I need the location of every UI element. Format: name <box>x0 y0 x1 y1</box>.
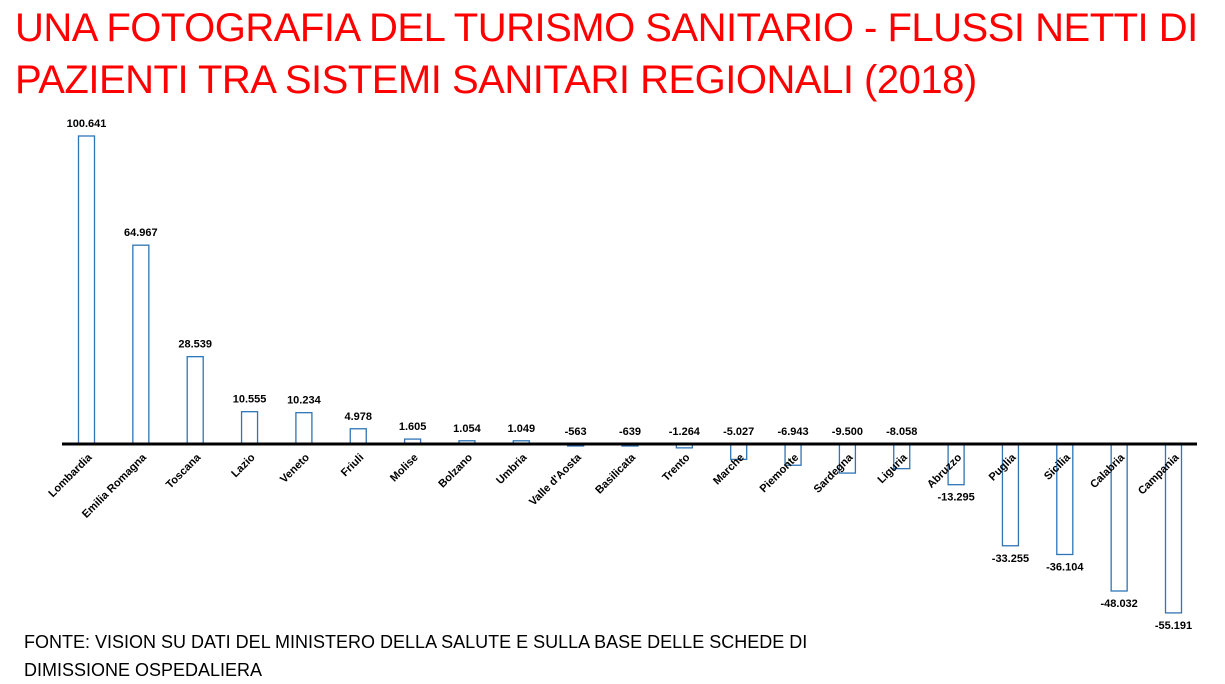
category-label: Valle d'Aosta <box>527 451 584 508</box>
category-label: Marche <box>711 452 747 488</box>
bar-veneto <box>295 412 313 445</box>
data-label: 28.539 <box>178 339 212 351</box>
data-label: 1.054 <box>453 423 481 435</box>
title-line-2: PAZIENTI TRA SISTEMI SANITARI REGIONALI … <box>15 58 977 102</box>
data-label: -639 <box>619 426 641 438</box>
category-label: Friuli <box>339 452 366 479</box>
data-label: -55.191 <box>1155 620 1192 632</box>
bar-lazio <box>240 411 259 445</box>
category-label: Lazio <box>229 451 258 480</box>
data-label: -6.943 <box>777 426 808 438</box>
data-label: 100.641 <box>67 118 107 130</box>
page-title: UNA FOTOGRAFIA DEL TURISMO SANITARIO - F… <box>15 2 1215 106</box>
bar-emilia-romagna <box>132 244 150 445</box>
category-label: Veneto <box>278 451 312 485</box>
category-label: Trento <box>660 451 692 483</box>
bar-toscana <box>186 356 204 445</box>
data-label: -5.027 <box>723 426 754 438</box>
data-label: -9.500 <box>832 426 863 438</box>
title-line-1: UNA FOTOGRAFIA DEL TURISMO SANITARIO - F… <box>15 6 1198 50</box>
data-label: -36.104 <box>1046 561 1084 573</box>
bars-group <box>77 135 1183 614</box>
bar-lombardia <box>77 135 96 445</box>
data-label: 10.234 <box>287 395 322 407</box>
source-line-2: DIMISSIONE OSPEDALIERA <box>24 660 263 680</box>
data-label: -33.255 <box>992 553 1029 565</box>
data-labels-group: 100.641 64.967 28.539 10.555 10.234 4.978 1.60… <box>67 118 1193 632</box>
category-label: Toscana <box>164 451 204 491</box>
category-label: Piemonte <box>758 452 801 495</box>
data-label: 4.978 <box>344 411 372 423</box>
category-label: Umbria <box>494 451 530 487</box>
data-label: 1.605 <box>399 421 427 433</box>
data-label: 1.049 <box>508 423 536 435</box>
data-label: -563 <box>565 426 587 438</box>
category-label: Basilicata <box>593 451 638 496</box>
source-line-1: FONTE: VISION SU DATI DEL MINISTERO DELL… <box>24 632 808 652</box>
data-label: 10.555 <box>233 394 267 406</box>
data-label: -48.032 <box>1100 598 1137 610</box>
category-label: Bolzano <box>436 451 475 490</box>
category-label: Molise <box>388 452 421 485</box>
category-label: Lombardia <box>46 451 95 500</box>
data-label: -1.264 <box>669 426 701 438</box>
data-label: -8.058 <box>886 426 917 438</box>
source-note: FONTE: VISION SU DATI DEL MINISTERO DELL… <box>24 628 1024 684</box>
bar-friuli <box>349 428 367 445</box>
data-label: -13.295 <box>937 492 974 504</box>
data-label: 64.967 <box>124 227 158 239</box>
